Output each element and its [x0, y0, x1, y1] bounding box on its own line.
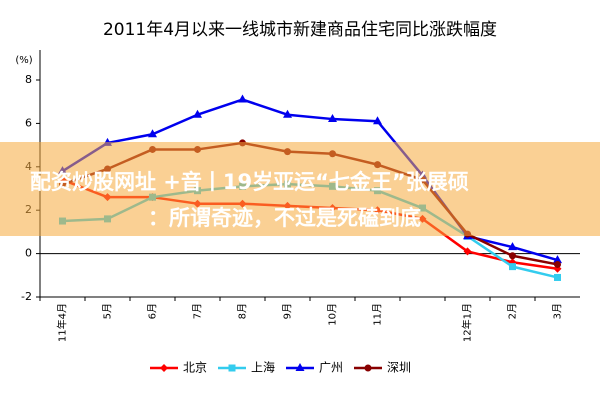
data-point: [509, 263, 516, 271]
data-point: [508, 242, 517, 251]
legend-label: 北京: [183, 361, 207, 375]
x-tick-label: 8月: [237, 303, 249, 319]
x-tick-label: 12年1月: [461, 303, 474, 342]
data-point: [283, 109, 292, 118]
y-tick-label: 6: [25, 116, 32, 129]
data-point: [328, 114, 337, 123]
y-tick-label: 0: [25, 247, 32, 260]
x-tick-label: 5月: [102, 303, 114, 319]
y-tick-label: 8: [25, 73, 32, 86]
y-axis-label: (%): [15, 55, 32, 66]
legend-label: 深圳: [387, 361, 411, 375]
data-point: [148, 129, 157, 138]
data-point: [373, 116, 382, 125]
x-tick-label: 11年4月: [56, 303, 69, 342]
legend-marker: [228, 364, 236, 372]
legend-marker: [160, 364, 168, 372]
overlay-text: ：所谓奇迹，不过是死磕到底: [148, 206, 421, 230]
overlay-text: 配资炒股网址 +音丨19岁亚运“七金王”张展硕: [30, 170, 469, 194]
chart-title: 2011年4月以来一线城市新建商品住宅同比涨跌幅度: [103, 20, 497, 40]
legend-item: 上海: [218, 360, 275, 375]
legend-label: 上海: [251, 360, 275, 375]
data-point: [554, 260, 561, 268]
legend-label: 广州: [319, 361, 343, 375]
x-tick-label: 9月: [282, 303, 294, 319]
x-tick-label: 2月: [507, 303, 519, 319]
legend-marker: [295, 363, 305, 371]
x-tick-label: 11月: [372, 303, 384, 326]
x-tick-label: 3月: [552, 303, 564, 319]
data-point: [463, 247, 472, 256]
data-point: [554, 273, 561, 281]
data-point: [238, 94, 247, 103]
legend-item: 广州: [286, 361, 343, 375]
y-tick-label: -2: [21, 290, 32, 303]
x-tick-label: 10月: [327, 303, 339, 326]
legend-item: 深圳: [354, 361, 411, 375]
data-point: [193, 109, 202, 118]
data-point: [509, 252, 516, 260]
legend-marker: [364, 364, 372, 372]
x-tick-label: 6月: [147, 303, 159, 319]
overlay-banner: [0, 142, 600, 236]
legend-item: 北京: [150, 361, 207, 375]
data-point: [553, 255, 562, 264]
x-tick-label: 7月: [192, 303, 204, 319]
